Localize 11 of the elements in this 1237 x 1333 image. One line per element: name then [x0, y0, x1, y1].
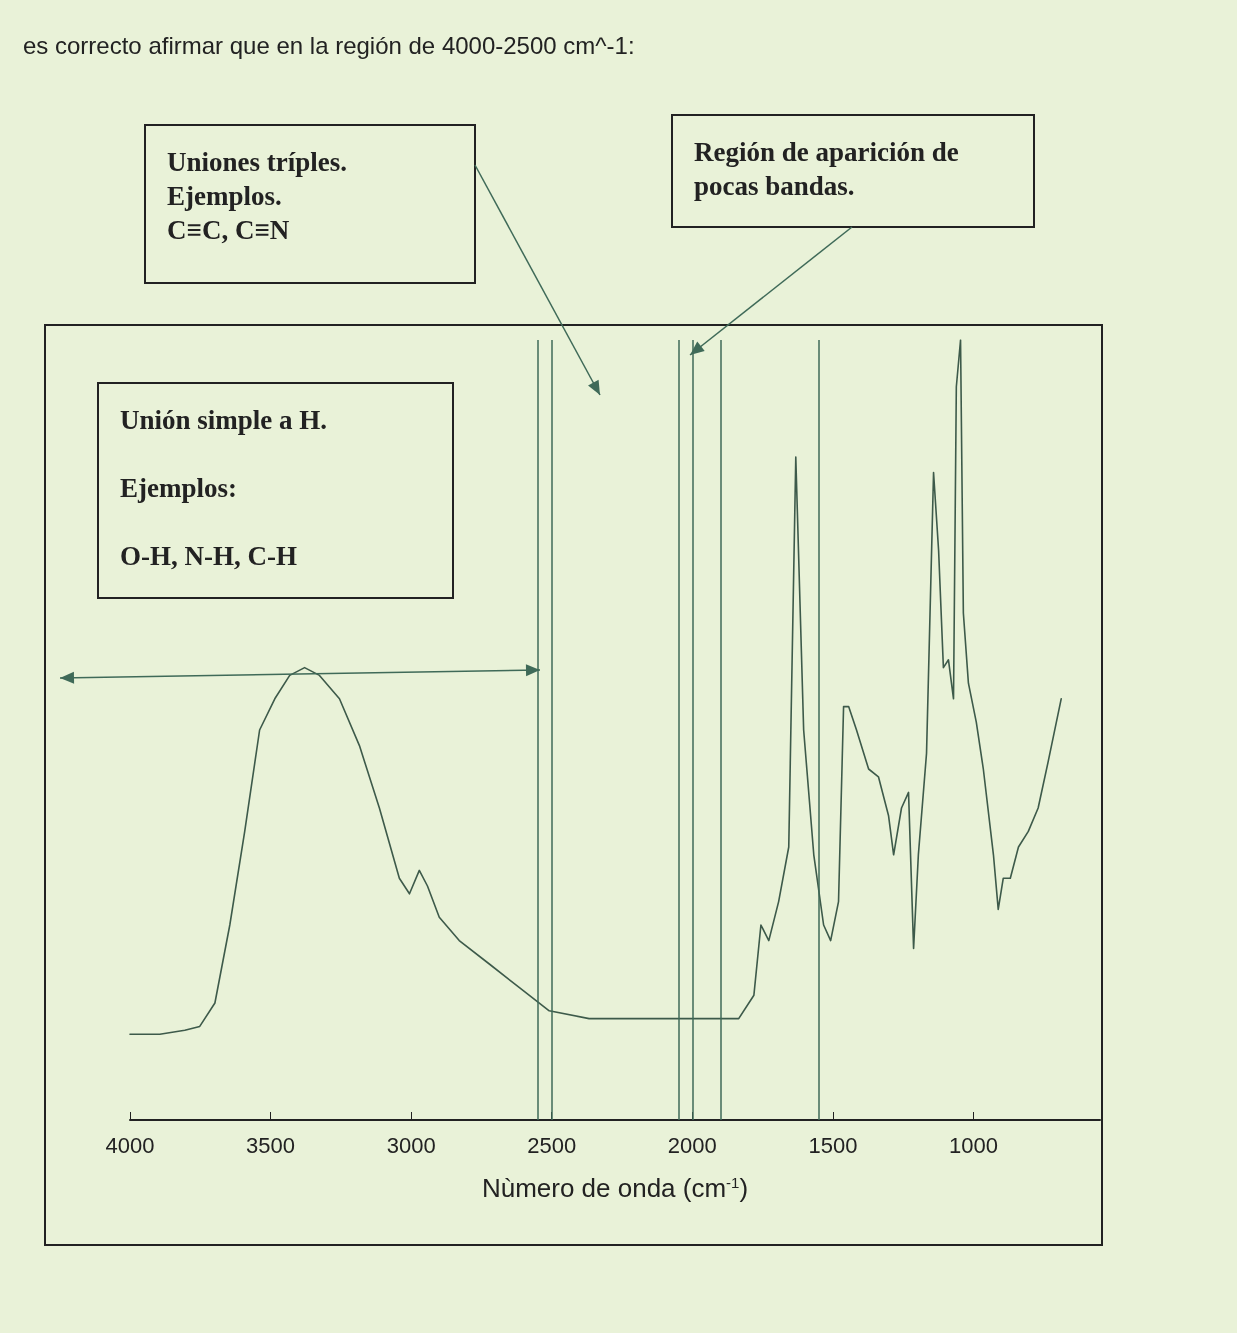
- x-tick-label: 2000: [667, 1132, 717, 1158]
- x-tick-label: 1000: [949, 1132, 998, 1158]
- x-tick-label: 3500: [246, 1132, 296, 1158]
- text: Región de aparición de pocas bandas.: [694, 137, 959, 201]
- x-tick-label: 2500: [527, 1132, 577, 1158]
- x-tick-label: 4000: [105, 1132, 155, 1158]
- chart-title: es correcto afirmar que en la región de 4000-2500 cm^-1:: [23, 31, 635, 59]
- x-tick-label: 3000: [386, 1132, 436, 1158]
- x-tick-label: 1500: [808, 1132, 858, 1158]
- text: Unión simple a H. Ejemplos: O-H, N-H, C-H: [120, 405, 328, 571]
- text: Uniones tríples. Ejemplos. C≡C, C≡N: [167, 147, 348, 245]
